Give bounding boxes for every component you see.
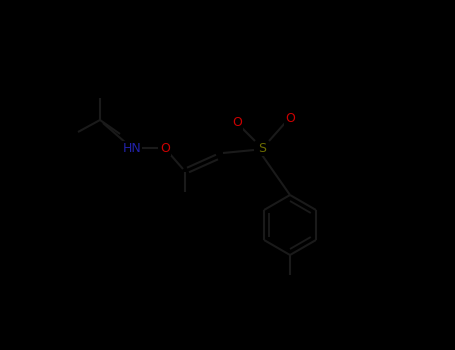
Text: O: O (160, 141, 170, 154)
Text: HN: HN (123, 141, 142, 154)
Text: O: O (285, 112, 295, 125)
Text: O: O (232, 117, 242, 130)
Text: S: S (258, 141, 266, 154)
